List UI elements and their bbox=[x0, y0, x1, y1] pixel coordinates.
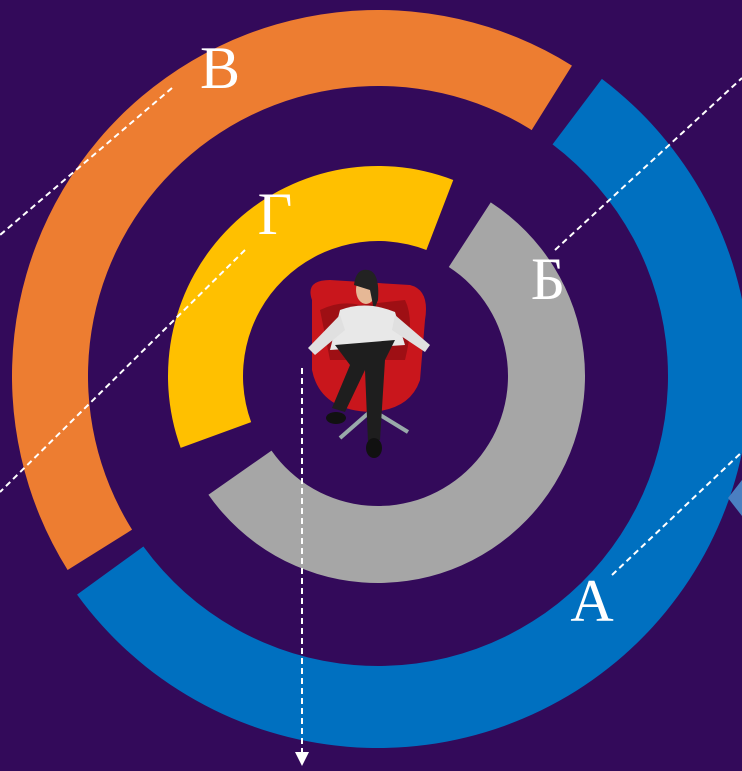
label-a: А bbox=[570, 568, 613, 634]
diagram: В Г Б А bbox=[0, 0, 742, 771]
label-v: В bbox=[200, 35, 240, 101]
label-b: Б bbox=[531, 246, 565, 312]
label-g: Г bbox=[258, 181, 293, 247]
